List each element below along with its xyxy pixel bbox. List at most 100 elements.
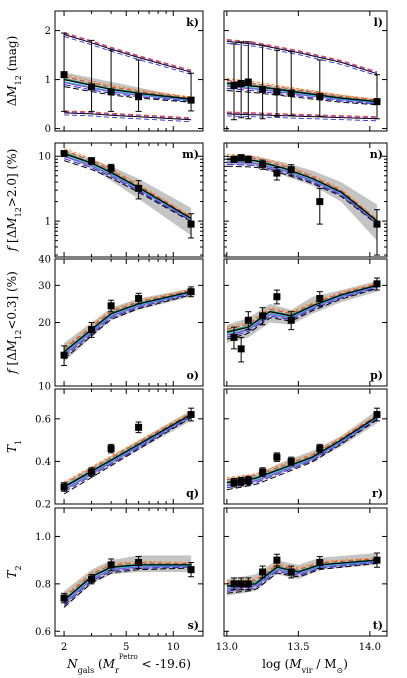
x-axis-label-left-part: Petro — [119, 653, 138, 661]
panel-plot-area — [60, 555, 195, 608]
data-point — [287, 166, 295, 174]
scatter-envelope-line — [226, 40, 378, 75]
model-variant-line — [226, 285, 378, 335]
x-tick-label: 5 — [123, 642, 129, 653]
data-point — [237, 79, 245, 87]
data-point — [259, 160, 267, 168]
data-point — [88, 157, 96, 165]
panel-k: 0 1 2 k) — [45, 10, 204, 135]
data-point — [373, 556, 381, 564]
y-tick-label: 2 — [45, 26, 51, 37]
model-variant-line — [226, 288, 378, 340]
panel-t: 13.0 13.5 14.0 t) — [216, 507, 388, 653]
panel-r: r) — [223, 388, 388, 505]
data-point — [135, 294, 143, 302]
model-variant-line — [63, 294, 192, 360]
data-point — [107, 164, 115, 172]
y-tick-label: 0.6 — [35, 414, 51, 425]
data-point — [237, 345, 245, 353]
y-axis-label-part: (mag) — [5, 36, 19, 75]
y-axis-label-part: T — [5, 570, 19, 579]
data-point — [244, 477, 252, 485]
x-axis-label-left-part: ( — [94, 657, 103, 671]
model-variant-line — [63, 411, 192, 483]
model-variant-line — [226, 283, 378, 330]
scatter-envelope-variant — [226, 38, 378, 73]
data-point — [107, 302, 115, 310]
y-axis-label-part: M — [5, 339, 19, 353]
data-point — [107, 445, 115, 453]
y-tick-label: 0.2 — [35, 500, 51, 511]
y-axis-label-part: 12 — [14, 207, 23, 217]
panel-frame — [223, 142, 388, 258]
y-tick-label: 40 — [38, 255, 51, 266]
panel-label: m) — [182, 148, 199, 161]
panel-plot-area — [60, 148, 195, 239]
scatter-envelope-variant — [63, 36, 192, 75]
model-variant-line — [226, 282, 378, 328]
data-point — [187, 411, 195, 419]
data-point — [244, 580, 252, 588]
confidence-band — [226, 156, 377, 241]
data-point — [60, 594, 68, 602]
model-variant-line — [63, 76, 192, 99]
model-variant-line — [63, 562, 192, 598]
data-point — [373, 220, 381, 228]
x-axis-label-right: log (Mvir / M⊙) — [262, 657, 348, 675]
data-point — [88, 468, 96, 476]
data-point — [230, 155, 238, 163]
x-axis-label-right-part: ) — [343, 657, 348, 671]
confidence-band — [64, 555, 192, 608]
model-variant-line — [63, 293, 192, 358]
data-point — [244, 155, 252, 163]
data-point — [316, 93, 324, 101]
model-variant-line — [63, 292, 192, 355]
panel-label: r) — [372, 487, 383, 500]
y-tick-label: 1.0 — [35, 532, 51, 543]
confidence-band — [64, 288, 192, 362]
model-variant-line — [226, 80, 378, 101]
x-axis-label-left: Ngals (MrPetro < -19.6) — [66, 653, 191, 675]
scatter-envelope-line — [64, 112, 192, 121]
x-axis-label-left-part: gals — [78, 666, 95, 675]
model-variant-line — [63, 148, 192, 217]
y-axis-label: f [ΔM12>2.0] (%) — [5, 149, 23, 253]
panel-plot-area — [226, 38, 381, 122]
x-axis-label-right-part: M — [288, 657, 302, 671]
data-point — [230, 580, 238, 588]
y-axis-label-part: 1 — [14, 440, 23, 445]
panel-plot-area — [226, 407, 381, 491]
x-axis-label-left-part: N — [66, 657, 78, 671]
data-point — [273, 453, 281, 461]
model-variant-line — [63, 156, 192, 221]
y-tick-label: 1 — [45, 217, 51, 228]
panel-frame — [54, 10, 204, 132]
model-variant-line — [63, 158, 192, 222]
data-point — [88, 575, 96, 583]
data-point — [259, 468, 267, 476]
model-line — [226, 82, 378, 103]
data-point — [287, 89, 295, 97]
data-point — [287, 457, 295, 465]
y-axis-label-part: 12 — [14, 75, 23, 85]
x-tick-label: 2 — [61, 642, 67, 653]
y-axis-label-part: f — [5, 367, 19, 375]
model-variant-line — [63, 288, 192, 348]
panel-s: 0.6 0.8 1.0 2 5 10 s) — [35, 507, 204, 653]
x-axis-label-left-part: r — [115, 666, 119, 675]
scatter-envelope-variant — [226, 112, 378, 119]
model-variant-line — [63, 566, 192, 606]
panel-label: t) — [373, 619, 383, 632]
panel-o: 10 20 30 40 o) — [38, 255, 204, 393]
model-variant-line — [63, 567, 192, 608]
model-variant-line — [64, 86, 192, 103]
model-variant-line — [63, 417, 192, 495]
y-axis-label: ΔM12 (mag) — [5, 36, 23, 107]
data-point — [88, 326, 96, 334]
data-point — [373, 280, 381, 288]
data-point — [60, 150, 68, 158]
data-point — [316, 198, 324, 206]
model-variant-line — [63, 74, 192, 98]
model-variant-line — [63, 289, 192, 350]
